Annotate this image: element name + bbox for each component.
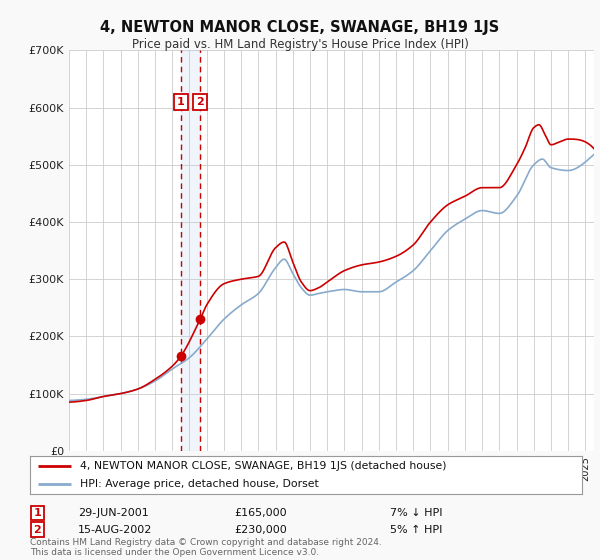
Text: 4, NEWTON MANOR CLOSE, SWANAGE, BH19 1JS (detached house): 4, NEWTON MANOR CLOSE, SWANAGE, BH19 1JS… (80, 461, 446, 471)
Text: £165,000: £165,000 (234, 508, 287, 518)
Text: 1: 1 (34, 508, 41, 518)
Text: 5% ↑ HPI: 5% ↑ HPI (390, 525, 442, 535)
Text: 4, NEWTON MANOR CLOSE, SWANAGE, BH19 1JS: 4, NEWTON MANOR CLOSE, SWANAGE, BH19 1JS (100, 20, 500, 35)
Text: 7% ↓ HPI: 7% ↓ HPI (390, 508, 443, 518)
Text: 29-JUN-2001: 29-JUN-2001 (78, 508, 149, 518)
Text: 1: 1 (177, 97, 185, 107)
Bar (181, 50, 200, 451)
Text: HPI: Average price, detached house, Dorset: HPI: Average price, detached house, Dors… (80, 479, 319, 489)
Text: 2: 2 (34, 525, 41, 535)
Text: Contains HM Land Registry data © Crown copyright and database right 2024.
This d: Contains HM Land Registry data © Crown c… (30, 538, 382, 557)
Text: £230,000: £230,000 (234, 525, 287, 535)
Text: 15-AUG-2002: 15-AUG-2002 (78, 525, 152, 535)
Text: Price paid vs. HM Land Registry's House Price Index (HPI): Price paid vs. HM Land Registry's House … (131, 38, 469, 50)
Text: 2: 2 (196, 97, 204, 107)
